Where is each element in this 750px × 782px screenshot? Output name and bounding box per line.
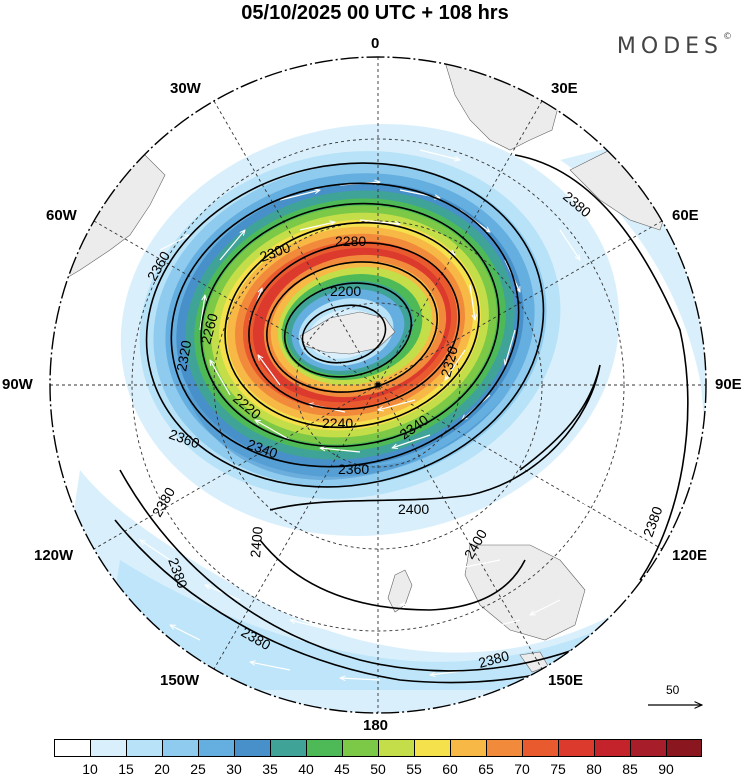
lon-label-150e: 150E xyxy=(548,672,584,689)
colorbar-tick-label: 90 xyxy=(658,761,674,777)
chart-title: 05/10/2025 00 UTC + 108 hrs xyxy=(241,2,509,24)
colorbar-tick-label: 15 xyxy=(118,761,134,777)
polar-map: 2380 2360 2300 2280 2260 2200 2320 2220 … xyxy=(49,56,707,714)
colorbar-tick-label: 50 xyxy=(370,761,386,777)
lon-label-180: 180 xyxy=(363,717,389,734)
colorbar-swatch xyxy=(342,739,378,757)
contour-label: 2360 xyxy=(338,461,369,477)
lon-label-30e: 30E xyxy=(551,80,578,97)
colorbar-swatch xyxy=(630,739,666,757)
brand-logo: MODES© xyxy=(616,32,732,59)
colorbar-tick-label: 45 xyxy=(334,761,350,777)
lon-label-120w: 120W xyxy=(34,547,74,564)
lon-label-30w: 30W xyxy=(170,80,201,97)
colorbar-tick-label: 55 xyxy=(406,761,422,777)
colorbar-swatch xyxy=(666,739,702,757)
colorbar-tick-label: 60 xyxy=(442,761,458,777)
map-boundary xyxy=(49,56,707,714)
land-masses xyxy=(54,57,671,673)
colorbar-swatch xyxy=(558,739,594,757)
colorbar-swatch xyxy=(594,739,630,757)
copyright-mark: © xyxy=(723,32,732,42)
colorbar-tick-label: 40 xyxy=(298,761,314,777)
colorbar-tick-label: 80 xyxy=(586,761,602,777)
colorbar-swatch xyxy=(450,739,486,757)
colorbar-tick-label: 75 xyxy=(550,761,566,777)
colorbar-swatch xyxy=(522,739,558,757)
colorbar-swatch xyxy=(486,739,522,757)
colorbar-frame xyxy=(54,739,702,757)
contour-label: 2200 xyxy=(330,283,361,299)
brand-name: MODES xyxy=(616,34,723,59)
colorbar-swatch xyxy=(306,739,342,757)
colorbar-tick-label: 65 xyxy=(478,761,494,777)
colorbar-tick-label: 70 xyxy=(514,761,530,777)
pole-marker xyxy=(375,382,381,388)
contour-label: 2400 xyxy=(247,526,266,559)
colorbar-swatch xyxy=(126,739,162,757)
lon-label-60w: 60W xyxy=(46,207,77,224)
reference-vector-value: 50 xyxy=(666,683,680,697)
colorbar-tick-label: 85 xyxy=(622,761,638,777)
lon-label-120e: 120E xyxy=(672,547,708,564)
lon-label-90e: 90E xyxy=(715,376,742,393)
contour-label: 2320 xyxy=(173,339,194,373)
contour-label: 2240 xyxy=(322,415,353,431)
colorbar-swatch xyxy=(198,739,234,757)
colorbar-swatch xyxy=(54,739,90,757)
colorbar-tick-label: 25 xyxy=(190,761,206,777)
contour-label: 2280 xyxy=(335,233,366,249)
colorbar-swatch xyxy=(270,739,306,757)
contour-label: 2260 xyxy=(197,311,221,345)
lon-label-60e: 60E xyxy=(672,207,699,224)
lon-label-150w: 150W xyxy=(160,672,200,689)
colorbar-tick-label: 35 xyxy=(262,761,278,777)
contour-label: 2380 xyxy=(477,647,511,671)
lon-label-90w: 90W xyxy=(2,376,33,393)
colorbar-swatch xyxy=(234,739,270,757)
colorbar-tick-label: 30 xyxy=(226,761,242,777)
colorbar-swatch xyxy=(414,739,450,757)
wind-speed-field xyxy=(50,57,706,713)
colorbar-swatch xyxy=(378,739,414,757)
colorbar-tick-label: 10 xyxy=(82,761,98,777)
contour-label: 2400 xyxy=(398,501,429,517)
colorbar-swatch xyxy=(162,739,198,757)
lon-label-0: 0 xyxy=(371,35,380,52)
colorbar-tick-label: 20 xyxy=(154,761,170,777)
colorbar xyxy=(54,739,702,757)
contour-label: 2320 xyxy=(437,344,461,378)
colorbar-swatch xyxy=(90,739,126,757)
